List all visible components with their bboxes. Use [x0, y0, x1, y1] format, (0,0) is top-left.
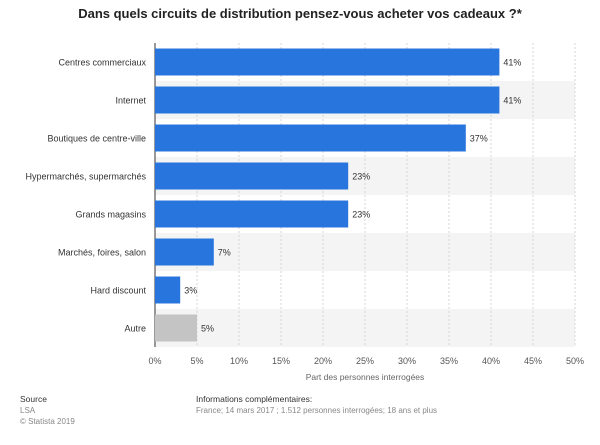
info-heading: Informations complémentaires: — [196, 394, 313, 404]
info-text: France; 14 mars 2017 ; 1.512 personnes i… — [196, 406, 438, 415]
bar — [155, 314, 197, 342]
x-tick-label: 15% — [272, 356, 290, 366]
x-tick-label: 30% — [398, 356, 416, 366]
x-tick-label: 5% — [190, 356, 203, 366]
category-label: Boutiques de centre-ville — [47, 134, 146, 144]
value-label: 23% — [352, 210, 370, 220]
bars — [155, 48, 500, 342]
x-tick-label: 25% — [356, 356, 374, 366]
bar — [155, 48, 500, 76]
x-tick-label: 0% — [148, 356, 161, 366]
x-tick-label: 50% — [566, 356, 584, 366]
category-label: Internet — [115, 96, 146, 106]
labels: 0% 5% 10% 15% 20% 25% 30% 35% 40% 45% 50% Centres c… — [25, 58, 584, 383]
bar — [155, 162, 349, 190]
bar — [155, 276, 181, 304]
bar — [155, 238, 214, 266]
category-label: Hard discount — [90, 286, 146, 296]
category-label: Grands magasins — [75, 210, 146, 220]
value-label: 3% — [184, 286, 197, 296]
x-tick-label: 35% — [440, 356, 458, 366]
category-label: Hypermarchés, supermarchés — [25, 172, 146, 182]
chart-title: Dans quels circuits de distribution pens… — [78, 6, 522, 21]
source-name: LSA — [20, 406, 36, 415]
source-heading: Source — [20, 394, 47, 404]
x-tick-label: 10% — [230, 356, 248, 366]
copyright: © Statista 2019 — [20, 417, 75, 426]
value-label: 41% — [503, 96, 521, 106]
value-label: 7% — [218, 248, 231, 258]
value-label: 23% — [352, 172, 370, 182]
info-block: Informations complémentaires: France; 14… — [196, 394, 437, 416]
category-label: Autre — [124, 324, 146, 334]
category-label: Marchés, foires, salon — [58, 248, 146, 258]
x-tick-label: 45% — [524, 356, 542, 366]
bar — [155, 200, 349, 228]
x-tick-label: 40% — [482, 356, 500, 366]
source-block: Source LSA © Statista 2019 — [20, 394, 75, 427]
x-tick-label: 20% — [314, 356, 332, 366]
x-axis-title: Part des personnes interrogées — [306, 372, 425, 382]
bar — [155, 124, 466, 152]
value-label: 37% — [470, 134, 488, 144]
value-label: 41% — [503, 58, 521, 68]
value-label: 5% — [201, 324, 214, 334]
category-label: Centres commerciaux — [58, 58, 146, 68]
bar — [155, 86, 500, 114]
